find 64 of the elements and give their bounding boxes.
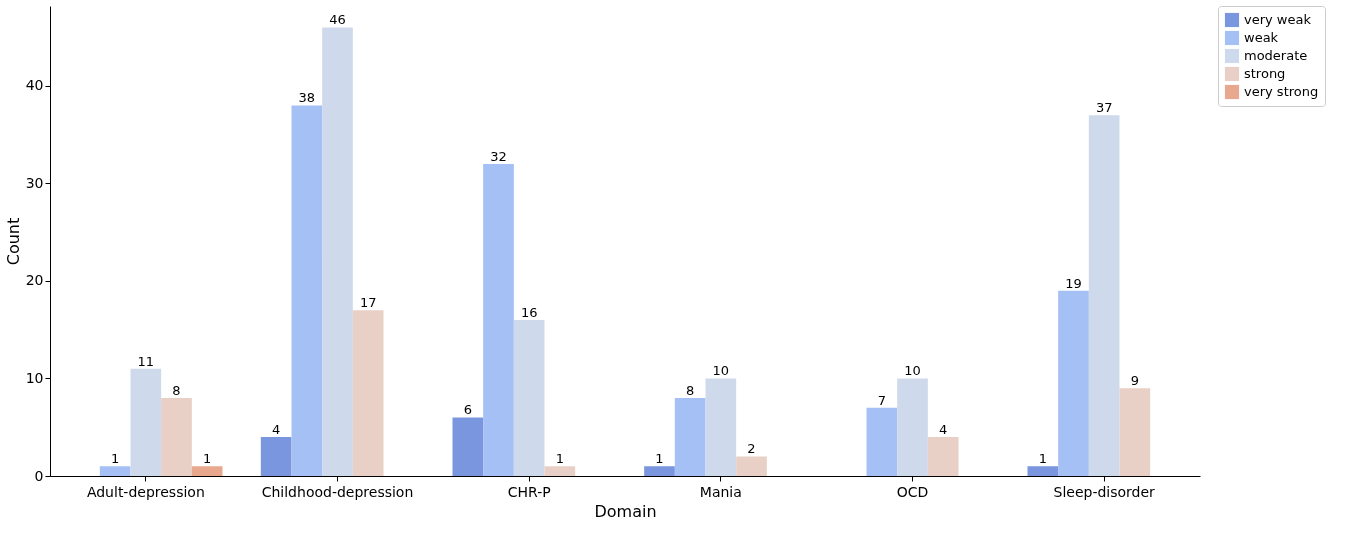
x-tick-label: Childhood-depression: [261, 483, 414, 500]
bar: [161, 397, 192, 476]
data-label: 9: [1130, 373, 1139, 389]
x-tick-label: Adult-depression: [86, 483, 205, 500]
data-label: 32: [490, 148, 507, 164]
bar: [674, 397, 706, 476]
legend-label: very weak: [1244, 12, 1312, 27]
legend-label: very strong: [1244, 84, 1319, 99]
y-tick-label: 30: [25, 174, 44, 191]
data-label: 2: [747, 441, 756, 457]
bar: [130, 368, 162, 476]
bar: [736, 456, 767, 476]
data-label: 1: [655, 451, 664, 467]
bar: [291, 105, 323, 476]
x-axis-title: Domain: [594, 501, 657, 521]
data-label: 1: [111, 451, 120, 467]
data-label: 6: [463, 402, 472, 418]
y-axis-title: Count: [3, 217, 23, 266]
legend-label: moderate: [1244, 48, 1308, 63]
y-tick-label: 20: [25, 272, 44, 289]
bar: [452, 417, 484, 476]
bar: [1088, 115, 1120, 476]
data-label: 4: [939, 422, 948, 437]
bar: [866, 407, 898, 476]
bar: [322, 27, 353, 476]
y-tick-label: 10: [25, 369, 44, 386]
data-label: 38: [298, 90, 316, 106]
bar: [191, 466, 223, 476]
data-label: 1: [555, 451, 564, 467]
data-label: 8: [172, 382, 181, 398]
data-label: 19: [1065, 275, 1082, 291]
bar: [99, 466, 131, 476]
data-label: 37: [1095, 100, 1113, 116]
bar: [1027, 466, 1059, 476]
data-label: 7: [877, 392, 886, 408]
x-tick-label: Sleep-disorder: [1053, 483, 1156, 500]
data-label: 4: [272, 422, 281, 437]
bar: [513, 319, 545, 476]
data-label: 10: [712, 363, 730, 379]
data-label: 46: [329, 12, 346, 28]
data-label: 8: [686, 382, 695, 398]
data-label: 1: [1038, 451, 1047, 467]
bar: [544, 466, 576, 476]
bar: [897, 378, 928, 476]
bar: [260, 437, 292, 476]
bar: [352, 310, 384, 476]
bar: [644, 466, 675, 476]
bar: [927, 437, 959, 476]
y-tick-label: 0: [34, 467, 44, 484]
data-label: 1: [203, 451, 212, 467]
legend-label: strong: [1244, 66, 1286, 81]
data-label: 11: [137, 353, 155, 369]
bar: [1058, 290, 1089, 476]
data-label: 16: [520, 304, 538, 320]
x-tick-label: OCD: [896, 483, 929, 500]
data-label: 10: [904, 363, 921, 379]
y-tick-label: 40: [25, 77, 44, 94]
x-tick-label: Mania: [699, 483, 742, 500]
data-label: 17: [359, 295, 377, 311]
legend-label: weak: [1244, 30, 1279, 45]
bar: [705, 378, 737, 476]
bar: [483, 163, 514, 476]
bar: [1119, 388, 1151, 476]
x-tick-label: CHR-P: [507, 483, 551, 500]
